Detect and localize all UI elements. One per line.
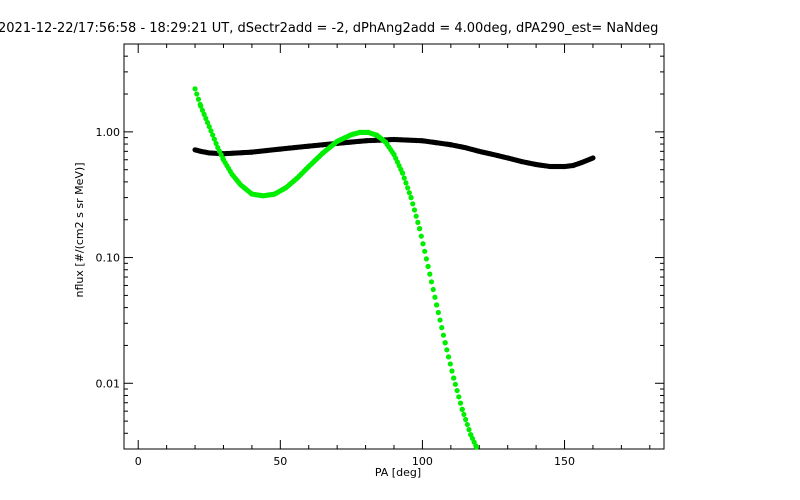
data-point bbox=[422, 248, 428, 254]
x-tick-label: 50 bbox=[273, 455, 287, 468]
data-point bbox=[210, 132, 216, 138]
data-point bbox=[473, 444, 480, 450]
data-point bbox=[410, 201, 416, 207]
data-point bbox=[198, 103, 204, 109]
data-point bbox=[194, 91, 200, 97]
data-point bbox=[399, 170, 406, 176]
plot-frame bbox=[123, 43, 665, 450]
data-point bbox=[201, 111, 207, 117]
x-tick-label: 150 bbox=[554, 455, 575, 468]
data-point bbox=[406, 190, 412, 196]
data-point bbox=[451, 375, 457, 381]
data-point bbox=[415, 219, 421, 225]
data-point bbox=[195, 96, 202, 102]
y-axis-label: nflux [#/(cm2 s sr MeV)] bbox=[73, 163, 86, 298]
chart-title: 2021-12-22/17:56:58 - 18:29:21 UT, dSect… bbox=[0, 21, 658, 36]
data-point bbox=[408, 194, 414, 201]
data-point bbox=[416, 225, 423, 232]
data-point bbox=[208, 128, 214, 134]
data-point bbox=[425, 263, 431, 270]
x-tick-label: 0 bbox=[135, 455, 142, 468]
data-point bbox=[204, 119, 211, 126]
series-1 bbox=[192, 136, 596, 170]
data-point bbox=[437, 317, 443, 323]
data-point bbox=[454, 387, 460, 394]
data-point bbox=[466, 427, 472, 433]
data-point bbox=[213, 140, 219, 146]
data-point bbox=[435, 309, 441, 316]
data-point bbox=[449, 368, 455, 374]
plot-border bbox=[123, 43, 665, 450]
data-point bbox=[445, 354, 452, 360]
x-tick-label: 100 bbox=[412, 455, 433, 468]
data-point bbox=[413, 213, 419, 219]
data-point bbox=[432, 294, 438, 300]
data-point bbox=[192, 86, 198, 92]
series-layer bbox=[192, 86, 596, 450]
data-point bbox=[411, 207, 418, 213]
data-point bbox=[405, 185, 411, 191]
data-point bbox=[401, 175, 407, 181]
data-point bbox=[444, 347, 450, 353]
series-2 bbox=[192, 86, 480, 450]
y-axis-ticks: 0.01 0.10 1.00 bbox=[96, 43, 664, 450]
data-point bbox=[206, 124, 212, 130]
data-point bbox=[211, 136, 217, 142]
data-point bbox=[442, 340, 448, 346]
data-point bbox=[430, 286, 436, 293]
data-point bbox=[590, 155, 596, 161]
y-tick-label: 0.01 bbox=[96, 377, 121, 390]
y-tick-label: 1.00 bbox=[96, 126, 121, 139]
x-axis-ticks: 0 50 100 150 bbox=[135, 44, 651, 468]
data-point bbox=[203, 115, 209, 122]
data-point bbox=[423, 256, 429, 262]
data-point bbox=[459, 406, 465, 412]
data-point bbox=[428, 279, 435, 285]
data-point bbox=[464, 421, 470, 428]
data-point bbox=[434, 302, 440, 308]
data-point bbox=[439, 325, 445, 331]
data-point bbox=[427, 271, 433, 277]
data-point bbox=[461, 411, 467, 418]
data-point bbox=[418, 233, 424, 239]
data-point bbox=[456, 394, 462, 400]
y-tick-label: 0.10 bbox=[96, 252, 121, 265]
data-point bbox=[447, 361, 453, 367]
data-point bbox=[463, 416, 469, 423]
data-point bbox=[452, 381, 458, 387]
data-point bbox=[457, 400, 464, 406]
x-axis-label: PA [deg] bbox=[375, 466, 421, 479]
data-point bbox=[420, 241, 426, 247]
data-point bbox=[403, 180, 409, 186]
data-point bbox=[199, 107, 206, 113]
data-point bbox=[440, 332, 447, 338]
